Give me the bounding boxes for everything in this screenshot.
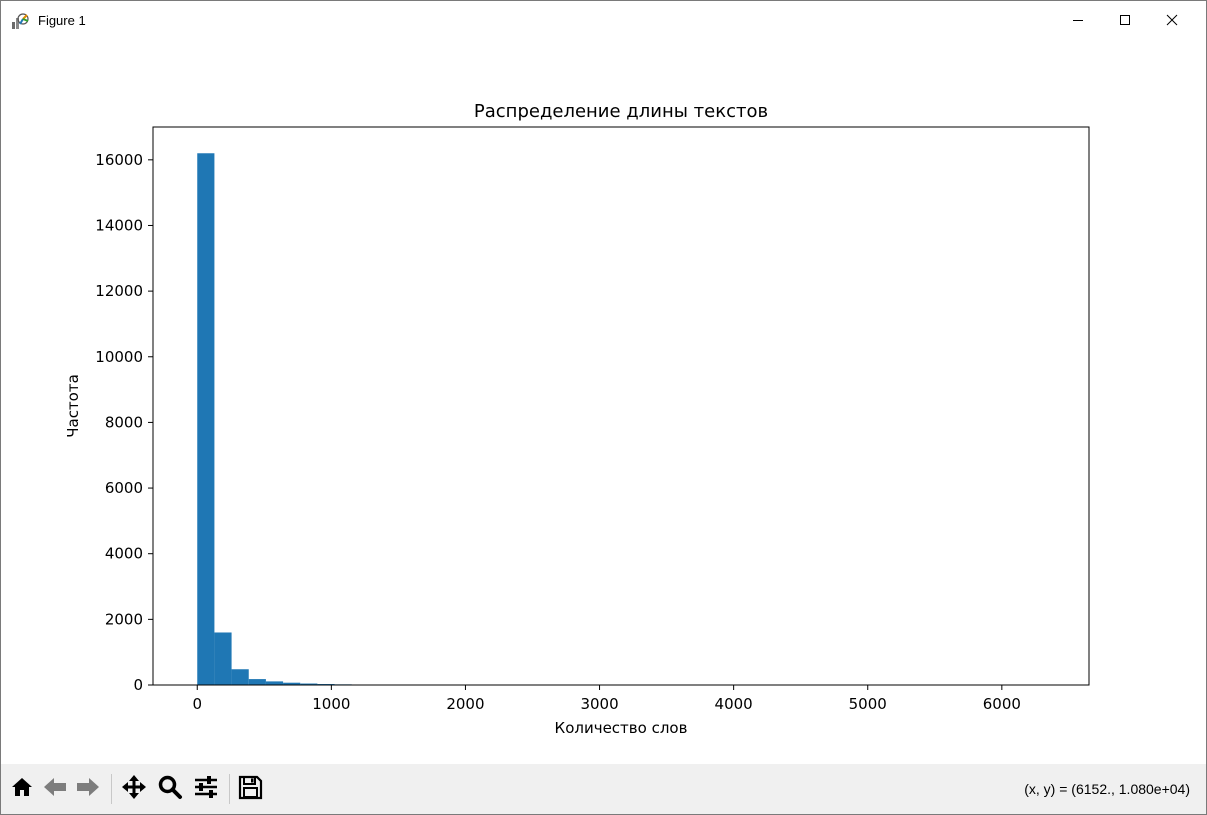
window-title: Figure 1 xyxy=(38,13,86,28)
minimize-icon xyxy=(1072,11,1084,30)
y-tick-label: 2000 xyxy=(105,610,143,628)
x-tick-label: 2000 xyxy=(446,695,484,713)
x-tick-label: 0 xyxy=(192,695,202,713)
y-axis-label: Частота xyxy=(64,374,82,438)
back-arrow-icon xyxy=(42,775,68,803)
move-icon xyxy=(121,774,147,804)
y-tick-label: 16000 xyxy=(95,151,143,169)
x-tick-label: 6000 xyxy=(983,695,1021,713)
axes-frame xyxy=(152,126,1090,686)
zoom-button[interactable] xyxy=(155,774,185,804)
histogram-bar xyxy=(265,681,284,685)
matplotlib-figure-icon xyxy=(11,11,31,31)
back-button[interactable] xyxy=(40,774,70,804)
y-tick-label: 10000 xyxy=(95,348,143,366)
zoom-icon xyxy=(157,774,183,804)
histogram-bar xyxy=(214,632,232,685)
toolbar-separator xyxy=(111,774,112,804)
histogram-bar xyxy=(197,153,215,686)
close-button[interactable] xyxy=(1149,1,1195,39)
forward-arrow-icon xyxy=(75,775,101,803)
pan-button[interactable] xyxy=(119,774,149,804)
maximize-icon xyxy=(1119,11,1131,30)
y-tick-label: 6000 xyxy=(105,479,143,497)
y-tick-label: 12000 xyxy=(95,282,143,300)
x-axis-label: Количество слов xyxy=(555,719,688,737)
x-tick-label: 5000 xyxy=(849,695,887,713)
forward-button[interactable] xyxy=(73,774,103,804)
x-tick-label: 4000 xyxy=(715,695,753,713)
y-tick-label: 14000 xyxy=(95,216,143,234)
y-tick-label: 0 xyxy=(133,676,143,694)
histogram-bar xyxy=(248,679,266,685)
title-bar[interactable]: Figure 1 xyxy=(1,1,1206,41)
home-button[interactable] xyxy=(7,774,37,804)
histogram-bar xyxy=(231,669,249,685)
cursor-coordinates: (x, y) = (6152., 1.080e+04) xyxy=(1024,781,1190,797)
x-tick-label: 3000 xyxy=(580,695,618,713)
save-button[interactable] xyxy=(235,774,265,804)
histogram-chart: 0 1000 2000 3000 4000 5000 6000 0 2000 4000 6000 80… xyxy=(64,101,1090,737)
histogram-bar xyxy=(300,683,318,685)
close-icon xyxy=(1166,11,1178,30)
y-tick-label: 4000 xyxy=(105,545,143,563)
x-tick-label: 1000 xyxy=(312,695,350,713)
sliders-icon xyxy=(193,774,219,804)
configure-subplots-button[interactable] xyxy=(191,774,221,804)
minimize-button[interactable] xyxy=(1055,1,1101,39)
chart-title: Распределение длины текстов xyxy=(474,101,768,122)
y-tick-label: 8000 xyxy=(105,413,143,431)
toolbar-separator xyxy=(229,774,230,804)
navigation-toolbar: (x, y) = (6152., 1.080e+04) xyxy=(1,764,1206,814)
maximize-button[interactable] xyxy=(1102,1,1148,39)
home-icon xyxy=(10,775,34,803)
plot-canvas[interactable]: 0 1000 2000 3000 4000 5000 6000 0 2000 4000 6000 80… xyxy=(1,41,1206,763)
save-icon xyxy=(237,774,263,804)
histogram-bar xyxy=(283,682,301,685)
